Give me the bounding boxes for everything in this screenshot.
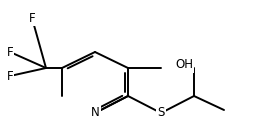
Text: F: F [7, 70, 13, 83]
Text: OH: OH [175, 59, 193, 71]
Text: F: F [7, 46, 13, 59]
Text: S: S [157, 107, 165, 120]
Text: N: N [91, 107, 99, 120]
Text: F: F [29, 11, 35, 25]
